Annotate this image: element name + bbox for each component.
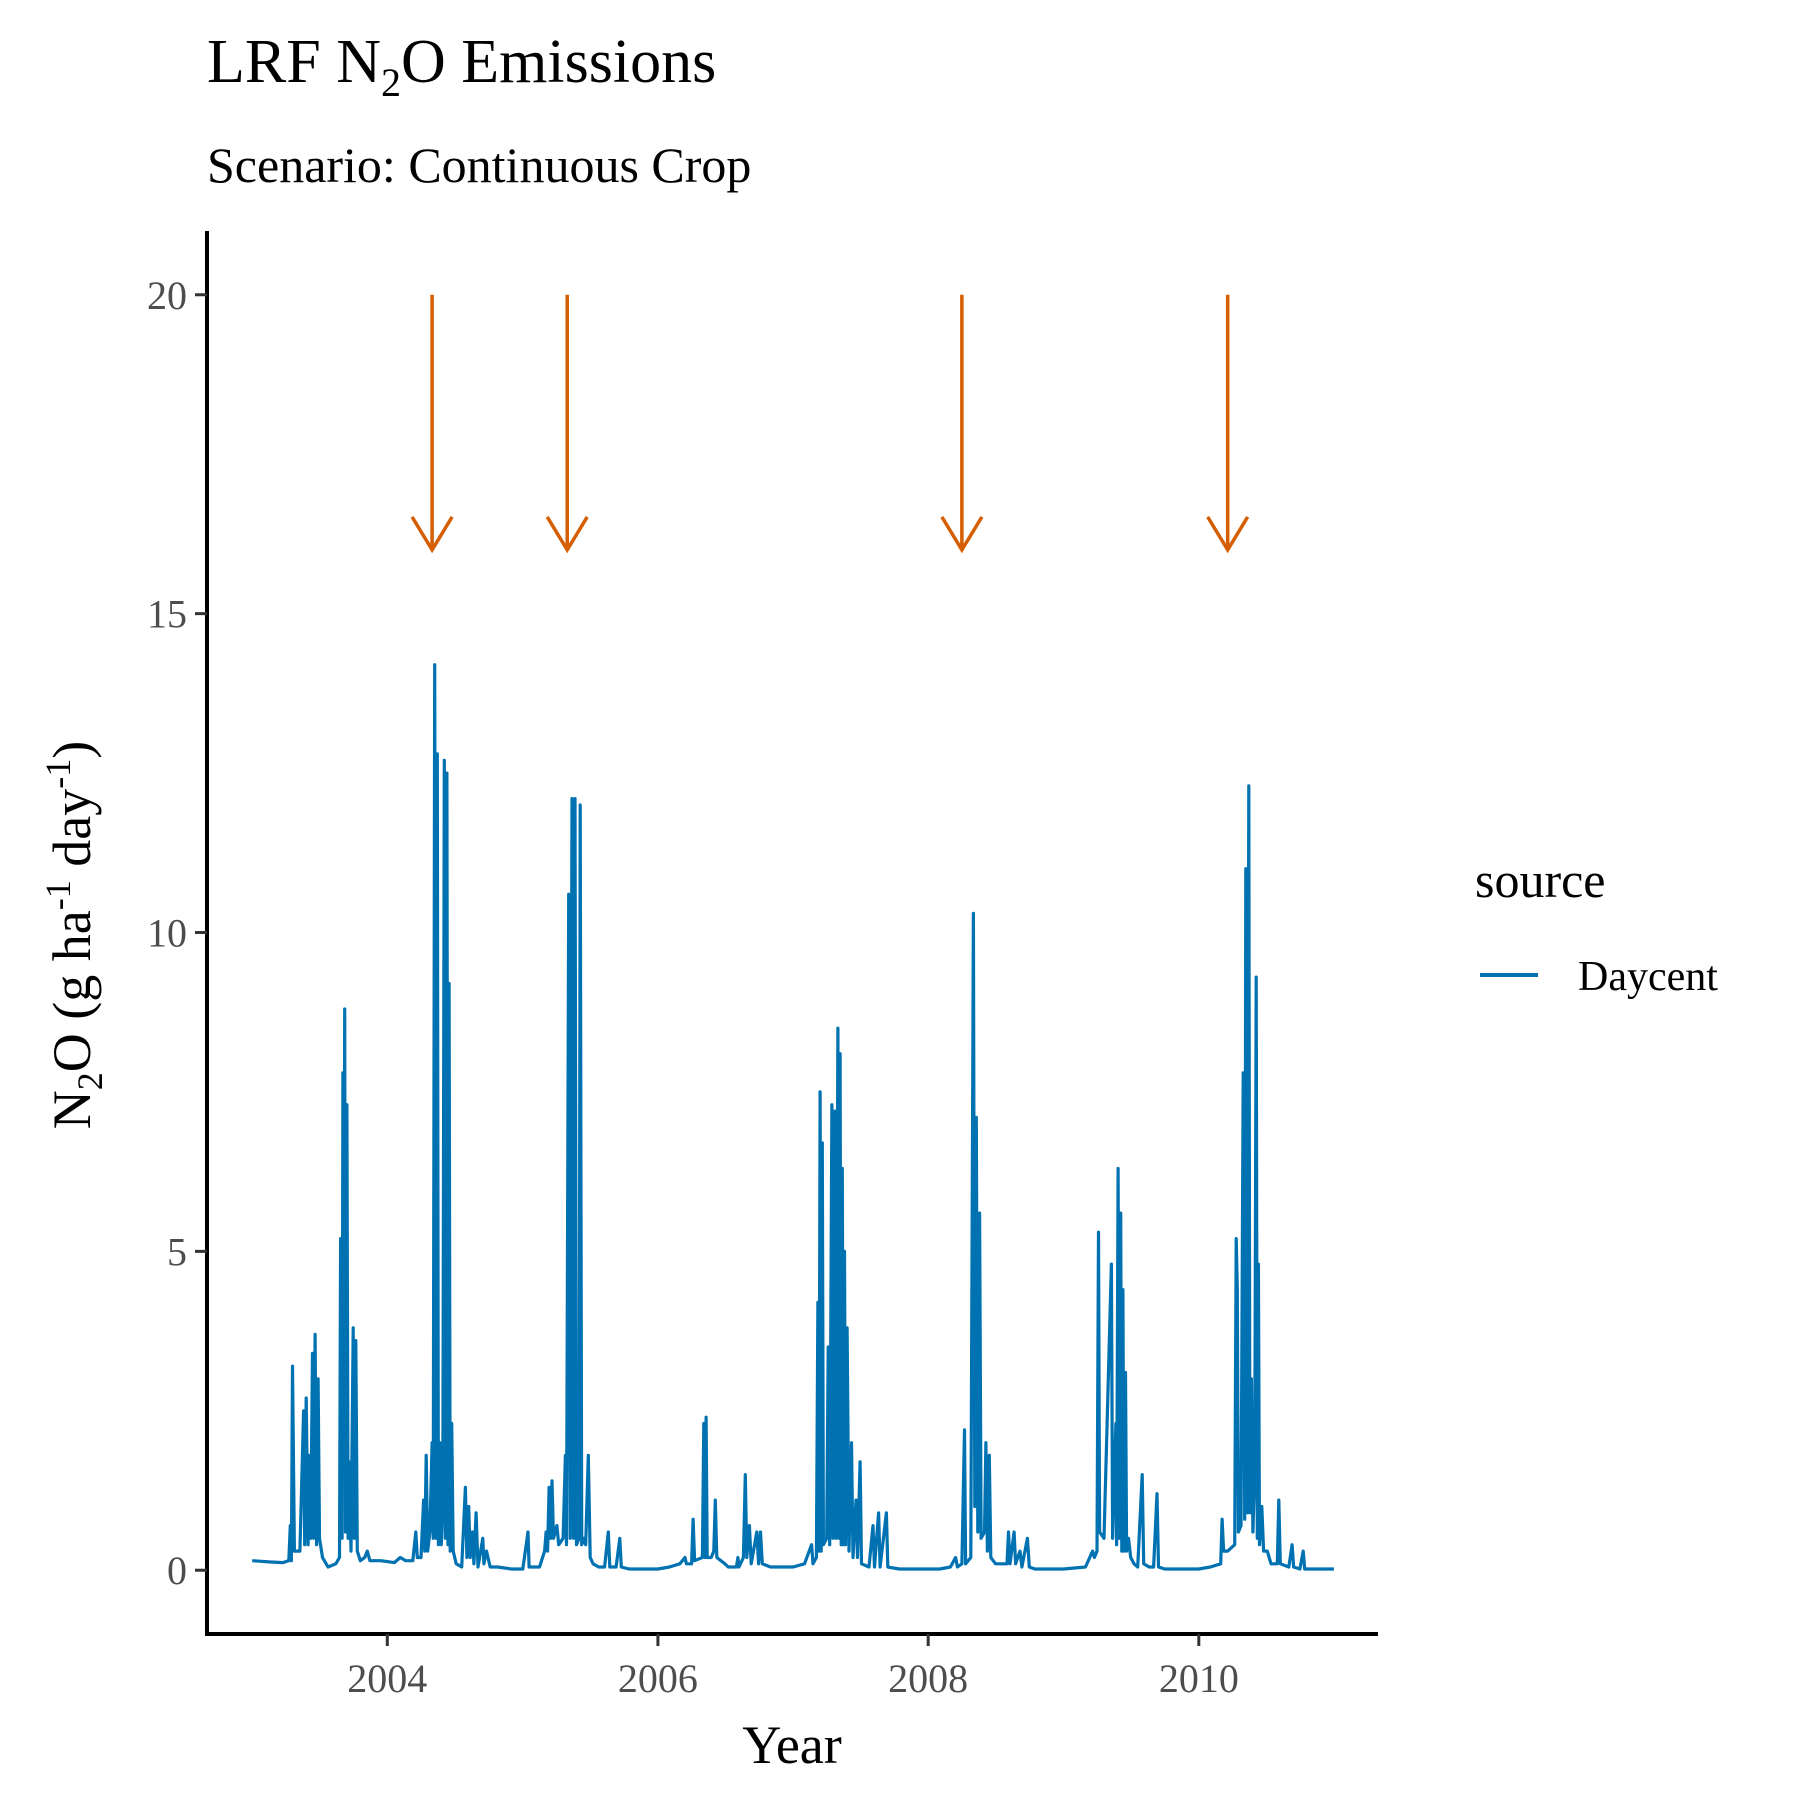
chart-subtitle: Scenario: Continuous Crop [207,137,751,193]
x-tick-label: 2010 [1159,1656,1239,1701]
y-axis-title-part-6: ) [42,741,102,759]
y-axis-title-part-1: 2 [70,1072,110,1090]
annotation-arrow-2 [545,294,589,554]
legend-title: source [1475,852,1606,908]
y-axis-title-part-5: -1 [38,759,78,789]
y-tick-label: 0 [167,1548,187,1593]
annotation-arrow-head [940,515,984,554]
legend: source Daycent [1475,852,1718,1000]
chart-title: LRF N2O Emissions [207,28,716,105]
y-axis-title: N2O (g ha-1 day-1) [38,741,110,1129]
annotation-arrow-1 [410,294,454,554]
y-axis-title-part-3: -1 [38,880,78,910]
annotation-arrow-head [410,515,454,554]
chart-title-suffix: O Emissions [401,28,716,96]
annotation-arrow-4 [1206,294,1250,554]
y-axis-title-part-2: O (g ha [42,910,102,1072]
plot-area [252,294,1334,1571]
legend-label-daycent: Daycent [1578,954,1718,1000]
x-tick-label: 2004 [347,1656,427,1701]
y-tick-label: 20 [147,273,187,318]
y-axis-ticks: 0 5 10 15 20 [147,273,207,1593]
y-tick-label: 10 [147,911,187,956]
chart-title-prefix: LRF N [207,28,381,96]
x-axis-ticks: 2004 2006 2008 2010 [347,1634,1239,1701]
series-line-daycent [252,663,1334,1571]
y-tick-label: 15 [147,592,187,637]
chart-title-subscript: 2 [381,60,401,105]
annotation-arrow-head [1206,515,1250,554]
y-tick-label: 5 [167,1229,187,1274]
y-axis-title-part-0: N [42,1090,102,1129]
x-tick-label: 2008 [888,1656,968,1701]
x-axis-title: Year [742,1715,842,1775]
x-tick-label: 2006 [618,1656,698,1701]
annotation-arrow-head [545,515,589,554]
y-axis-title-part-4: day [42,789,102,880]
annotation-arrow-3 [940,294,984,554]
